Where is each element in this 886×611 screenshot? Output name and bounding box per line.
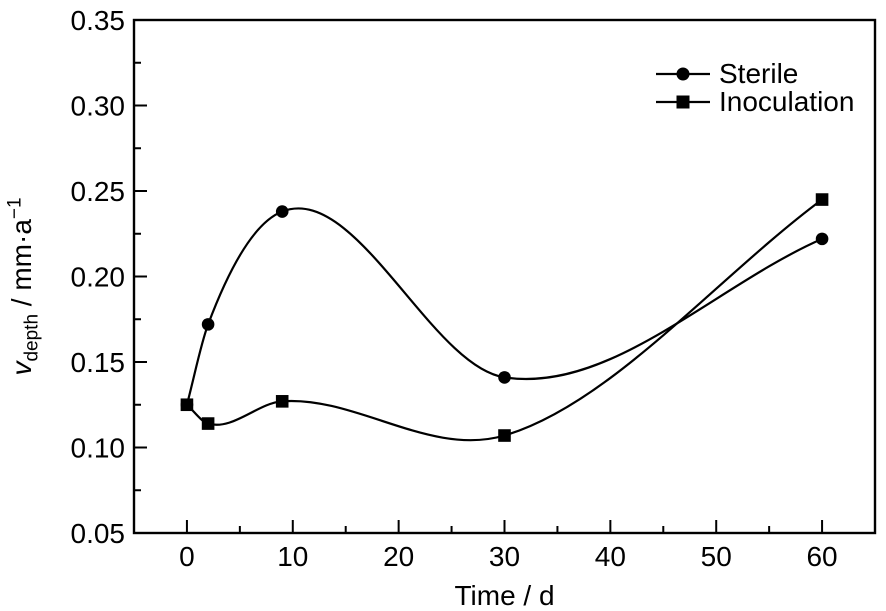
y-axis-subscript: depth xyxy=(21,313,43,362)
legend-label-sterile: Sterile xyxy=(719,58,799,89)
x-tick-label: 20 xyxy=(383,541,414,572)
legend-item-inoculation: Inoculation xyxy=(656,88,854,116)
y-tick-label: 0.30 xyxy=(71,91,126,122)
y-tick-label: 0.15 xyxy=(71,347,126,378)
x-tick-label: 40 xyxy=(595,541,626,572)
y-axis-symbol: v xyxy=(5,361,37,376)
y-axis-title: vdepth / mm·a−1 xyxy=(2,96,47,476)
y-tick-label: 0.10 xyxy=(71,433,126,464)
legend: Sterile Inoculation xyxy=(656,60,854,116)
data-point-square xyxy=(815,193,829,206)
y-axis-unit: / mm·a xyxy=(5,219,37,314)
data-point-square xyxy=(275,395,289,408)
data-point-circle xyxy=(275,205,289,218)
x-tick-label: 30 xyxy=(489,541,520,572)
data-point-circle xyxy=(815,232,829,246)
data-point-square xyxy=(201,417,215,430)
legend-item-sterile: Sterile xyxy=(656,60,854,88)
series-markers-sterile xyxy=(180,205,829,412)
y-axis-exponent: −1 xyxy=(4,197,26,220)
y-tick-label: 0.35 xyxy=(71,5,126,36)
tick-labels: 0 10 20 30 40 50 60 0.05 0.10 0.15 0.20 0.25 0.30 0.3… xyxy=(71,5,838,572)
y-tick-label: 0.05 xyxy=(71,518,126,549)
x-axis-ticks xyxy=(185,520,824,533)
y-tick-label: 0.20 xyxy=(71,262,126,293)
square-marker-icon xyxy=(656,94,710,110)
data-point-circle xyxy=(201,318,215,331)
x-tick-label: 50 xyxy=(701,541,732,572)
circle-marker-icon xyxy=(656,66,710,82)
y-axis-ticks xyxy=(134,19,147,534)
x-tick-label: 10 xyxy=(277,541,308,572)
data-point-circle xyxy=(180,398,194,412)
x-axis-title: Time / d xyxy=(454,580,555,611)
x-tick-label: 60 xyxy=(806,541,837,572)
y-tick-label: 0.25 xyxy=(71,176,126,207)
legend-label-inoculation: Inoculation xyxy=(719,86,855,117)
data-point-square xyxy=(498,429,511,442)
data-point-circle xyxy=(498,371,511,384)
series-markers-inoculation xyxy=(180,193,829,442)
x-tick-label: 0 xyxy=(179,541,195,572)
